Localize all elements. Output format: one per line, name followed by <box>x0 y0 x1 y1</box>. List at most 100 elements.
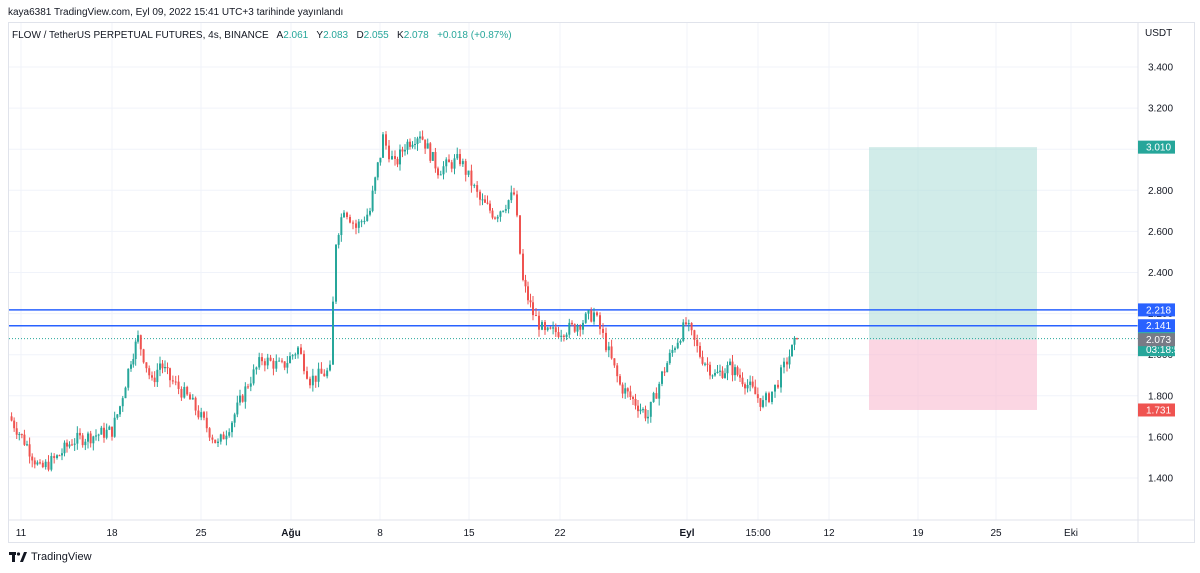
candle-body <box>297 347 299 355</box>
candle-body <box>442 166 445 175</box>
candle-body <box>682 322 685 341</box>
candle-body <box>320 368 323 374</box>
candle-body <box>186 386 189 395</box>
candle-body <box>793 337 796 345</box>
candle-body <box>244 386 247 402</box>
candle-body <box>535 315 537 317</box>
candle-body <box>105 429 108 438</box>
candle-body <box>607 346 610 351</box>
candle-body <box>124 387 127 399</box>
candle-body <box>416 138 419 145</box>
candle-body <box>326 370 329 377</box>
price-tag-countdown: 03:18:59 <box>1146 345 1185 356</box>
candle-body <box>15 428 18 435</box>
candle-body <box>619 376 621 385</box>
candle-body <box>382 134 384 158</box>
candle-body <box>476 185 479 192</box>
position-zones <box>869 147 1037 410</box>
candle-body <box>666 363 669 373</box>
candle-body <box>610 346 613 359</box>
candle-body <box>281 360 283 362</box>
candle-body <box>699 345 701 357</box>
candle-body <box>634 398 637 406</box>
candle-body <box>247 386 249 388</box>
candle-body <box>311 375 314 386</box>
candle-body <box>374 177 377 191</box>
candle-body <box>231 422 233 433</box>
candle-body <box>685 322 687 325</box>
candle-body <box>587 310 590 314</box>
tradingview-logo[interactable]: TradingView <box>9 551 92 563</box>
candle-body <box>169 368 171 381</box>
candle-body <box>453 158 456 169</box>
target-zone[interactable] <box>869 147 1037 340</box>
candle-body <box>84 441 87 446</box>
candle-body <box>180 388 183 398</box>
symbol-name[interactable]: FLOW / TetherUS PERPETUAL FUTURES, 4s, B… <box>12 30 269 41</box>
candle-body <box>701 356 704 364</box>
candle-body <box>489 203 491 211</box>
candle-body <box>145 362 148 369</box>
candle-body <box>658 383 661 399</box>
candle-body <box>151 375 153 378</box>
candle-body <box>108 426 111 430</box>
candle-body <box>788 356 791 365</box>
candle-body <box>20 434 23 436</box>
candle-body <box>605 332 607 351</box>
symbol-info-bar: FLOW / TetherUS PERPETUAL FUTURES, 4s, B… <box>12 30 512 41</box>
candle-body <box>437 168 439 176</box>
publisher-line: kaya6381 TradingView.com, Eyl 09, 2022 1… <box>8 7 344 18</box>
change-value: +0.018 (+0.87%) <box>437 30 512 41</box>
candle-body <box>481 199 484 201</box>
candle-body <box>214 439 217 444</box>
low-value: 2.055 <box>363 30 389 41</box>
candle-body <box>309 378 311 386</box>
candle-body <box>236 402 239 415</box>
candle-body <box>621 384 624 394</box>
candle-body <box>225 435 228 440</box>
candle-body <box>411 144 414 147</box>
candle-body <box>426 143 429 149</box>
chart-frame <box>8 22 1195 543</box>
candle-body <box>171 380 174 382</box>
candle-body <box>217 441 219 444</box>
candle-body <box>337 235 340 245</box>
candle-body <box>777 384 779 388</box>
candle-body <box>726 364 729 374</box>
price-tag: 3.010 <box>1138 140 1175 154</box>
candle-body <box>92 436 95 444</box>
price-tag-value: 3.010 <box>1146 143 1171 154</box>
candle-body <box>197 410 200 418</box>
candle-body <box>159 363 161 370</box>
candle-body <box>629 391 632 397</box>
candle-body <box>734 367 736 376</box>
candle-body <box>467 170 470 175</box>
x-tick-label: 25 <box>195 528 207 539</box>
candle-body <box>26 444 28 446</box>
candle-body <box>754 386 757 395</box>
candle-body <box>565 334 568 337</box>
candle-body <box>762 400 764 407</box>
candles <box>10 130 798 472</box>
candle-body <box>371 190 374 211</box>
candle-body <box>291 355 294 357</box>
candle-body <box>127 368 130 388</box>
candle-body <box>445 159 448 167</box>
candle-body <box>796 337 798 339</box>
price-tag-background <box>1138 319 1175 333</box>
candle-body <box>414 144 416 146</box>
stop-zone[interactable] <box>869 339 1037 410</box>
candle-body <box>546 327 549 331</box>
candle-body <box>121 398 124 407</box>
candle-body <box>642 409 644 411</box>
candle-body <box>744 384 746 389</box>
x-tick-label: 22 <box>554 528 566 539</box>
price-tag-background <box>1138 303 1175 317</box>
candle-body <box>696 339 699 346</box>
x-tick-label: Ağu <box>281 528 300 539</box>
candle-body <box>56 455 58 459</box>
low-label: D <box>356 30 364 41</box>
candle-body <box>404 149 406 152</box>
